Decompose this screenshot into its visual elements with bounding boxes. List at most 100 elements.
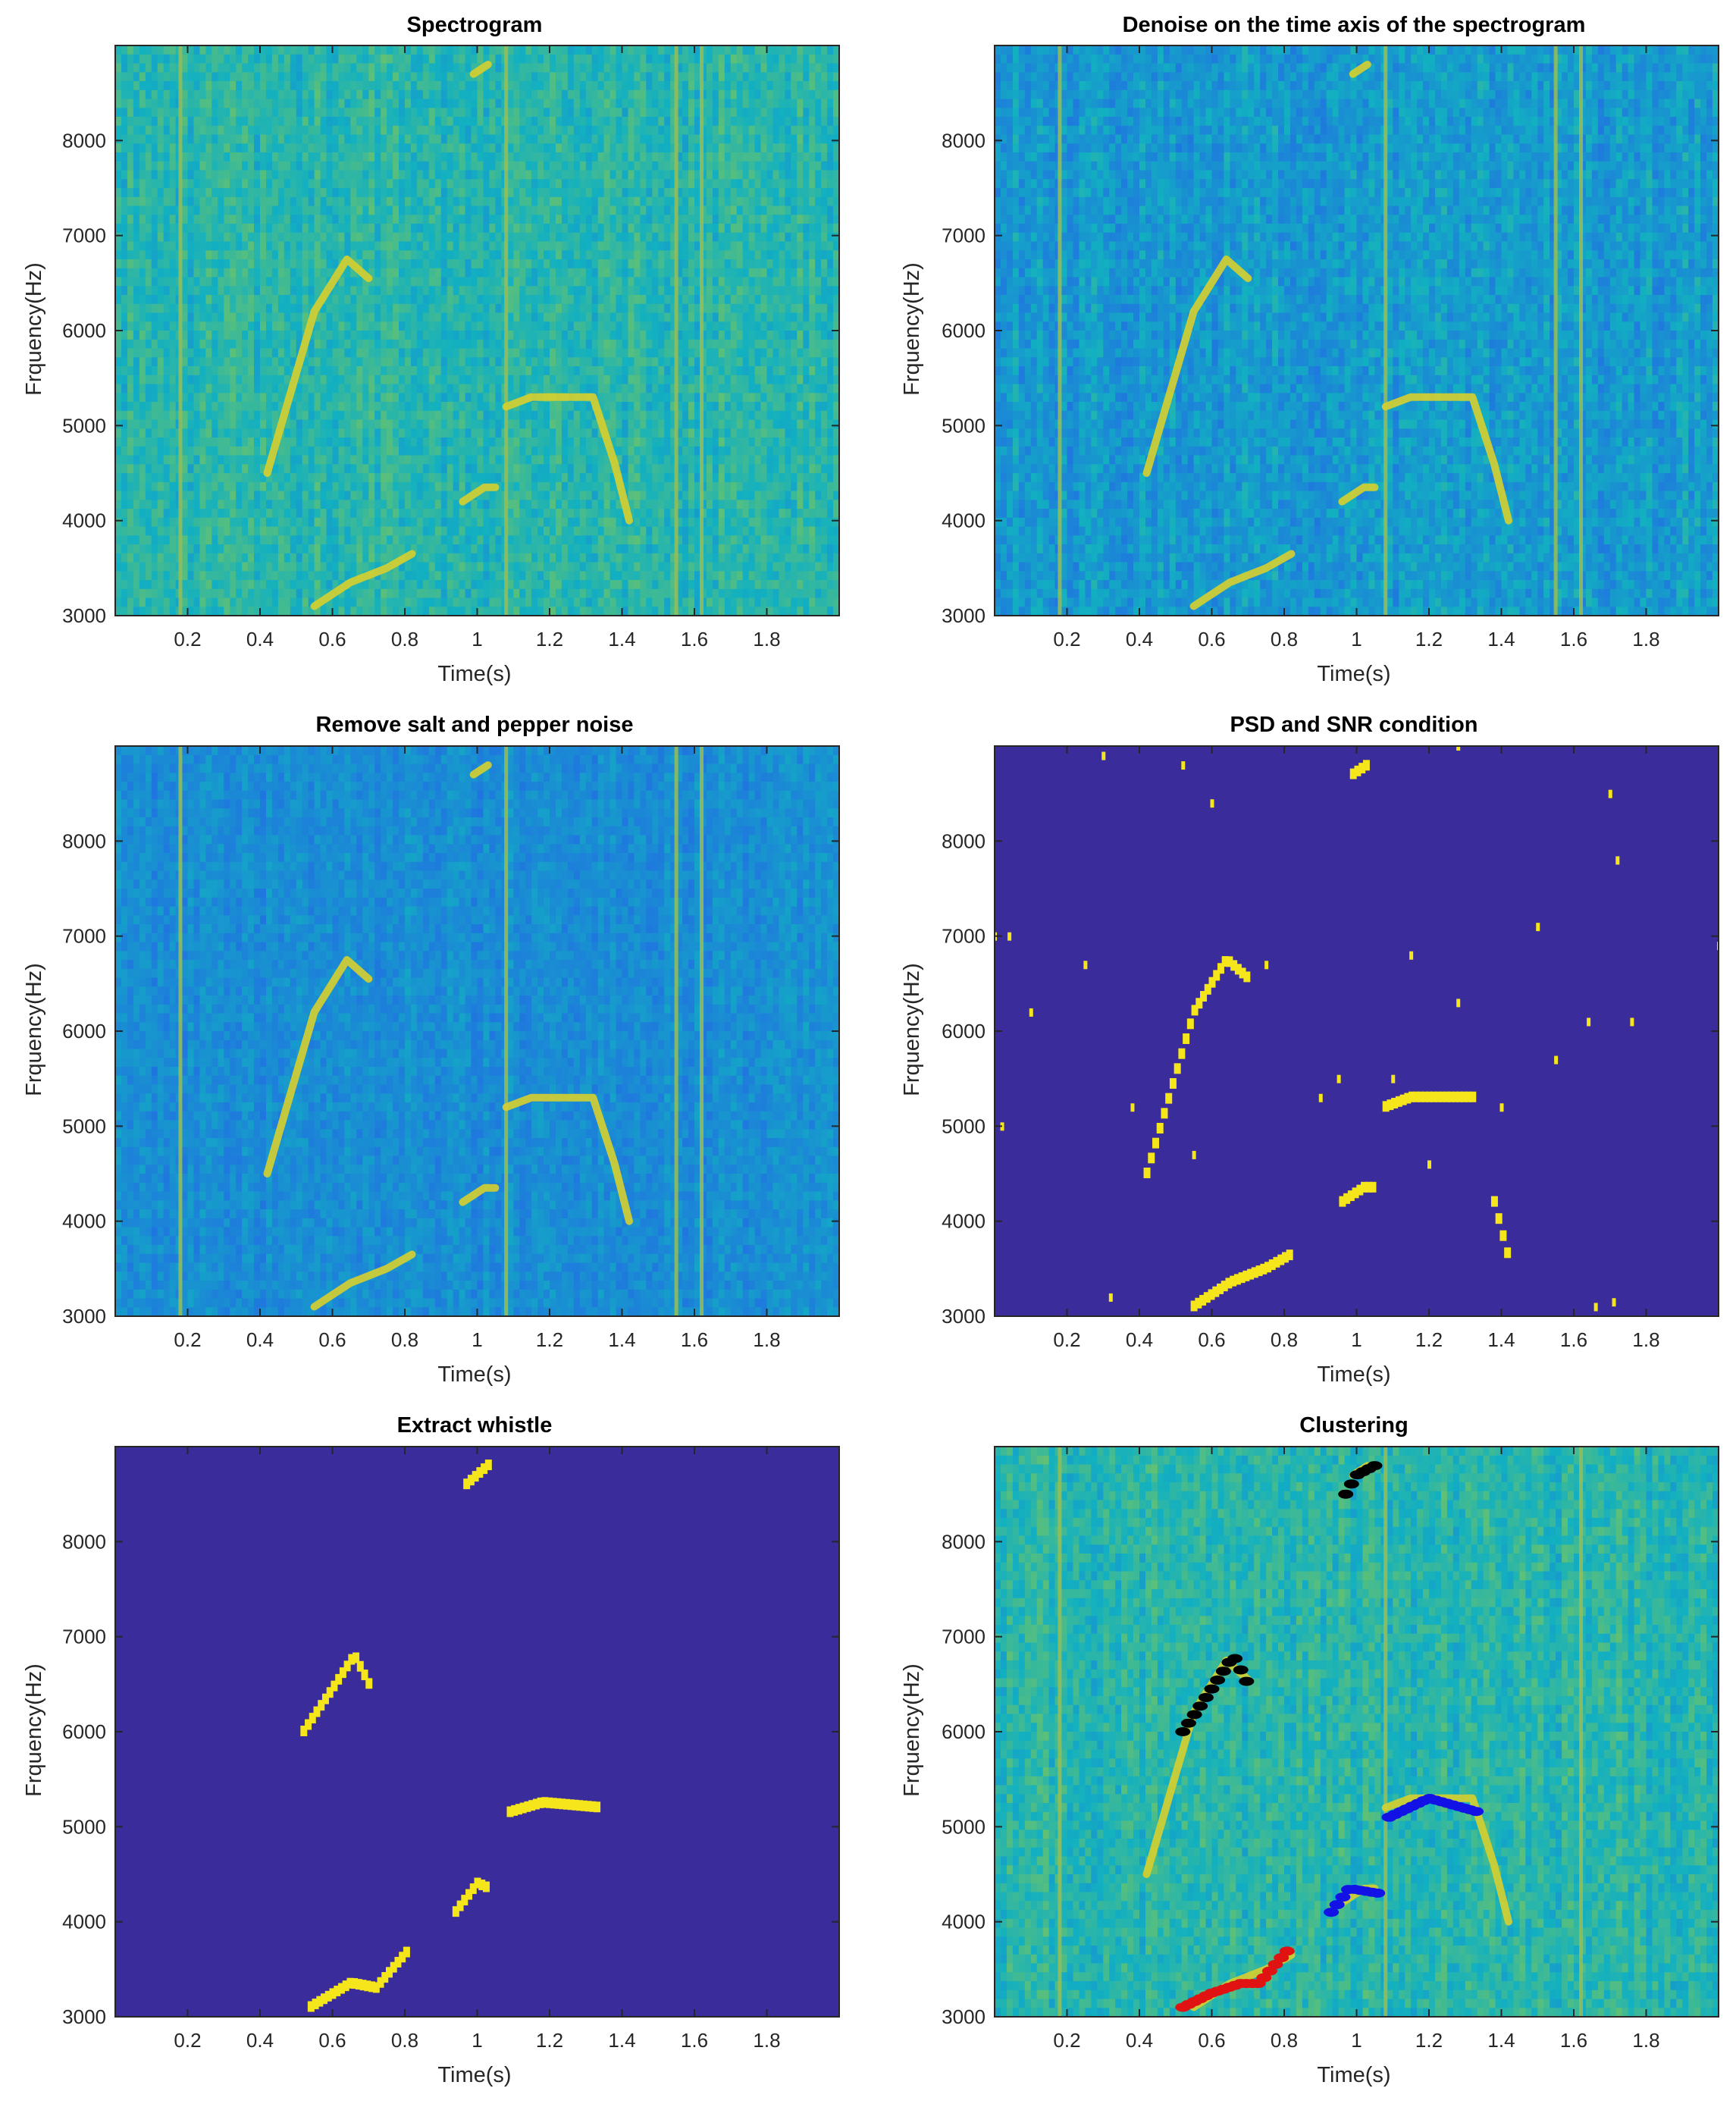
- spectrogram-cell: [133, 72, 140, 82]
- spectrogram-cell: [181, 143, 189, 153]
- spectrogram-cell: [151, 544, 158, 554]
- spectrogram-cell: [567, 286, 575, 296]
- spectrogram-cell: [332, 446, 340, 456]
- spectrogram-cell: [236, 179, 243, 189]
- spectrogram-cell: [471, 517, 478, 528]
- spectrogram-cell: [513, 331, 520, 340]
- spectrogram-cell: [350, 143, 357, 153]
- spectrogram-cell: [320, 205, 327, 215]
- spectrogram-cell: [411, 188, 418, 198]
- spectrogram-cell: [387, 428, 393, 438]
- spectrogram-cell: [368, 491, 375, 500]
- spectrogram-cell: [550, 286, 556, 296]
- spectrogram-cell: [556, 571, 562, 581]
- spectrogram-cell: [181, 544, 189, 554]
- spectrogram-cell: [271, 232, 279, 243]
- spectrogram-cell: [290, 81, 297, 91]
- spectrogram-cell: [218, 286, 224, 296]
- spectrogram-cell: [579, 384, 587, 393]
- spectrogram-cell: [145, 481, 152, 492]
- spectrogram-cell: [483, 571, 490, 581]
- spectrogram-cell: [440, 232, 448, 243]
- spectrogram-cell: [465, 54, 472, 64]
- spectrogram-cell: [362, 312, 369, 322]
- spectrogram-cell: [411, 295, 418, 305]
- spectrogram-cell: [428, 597, 436, 607]
- spectrogram-cell: [465, 580, 472, 590]
- spectrogram-cell: [266, 393, 273, 403]
- spectrogram-cell: [525, 196, 532, 207]
- spectrogram-cell: [573, 481, 581, 492]
- spectrogram-cell: [495, 607, 502, 616]
- spectrogram-cell: [230, 286, 237, 296]
- spectrogram-cell: [115, 321, 122, 331]
- spectrogram-cell: [151, 500, 158, 510]
- spectrogram-cell: [428, 446, 436, 456]
- spectrogram-cell: [374, 81, 381, 91]
- spectrogram-cell: [332, 509, 340, 519]
- spectrogram-cell: [271, 384, 279, 393]
- spectrogram-cell: [145, 419, 152, 429]
- spectrogram-cell: [459, 481, 466, 492]
- spectrogram-cell: [277, 437, 285, 447]
- spectrogram-cell: [471, 268, 478, 278]
- spectrogram-cell: [277, 259, 285, 269]
- spectrogram-cell: [193, 607, 201, 616]
- spectrogram-cell: [495, 588, 502, 599]
- spectrogram-cell: [121, 473, 128, 483]
- spectrogram-cell: [471, 455, 478, 465]
- spectrogram-cell: [199, 152, 206, 162]
- spectrogram-cell: [519, 410, 526, 421]
- spectrogram-cell: [573, 473, 581, 483]
- spectrogram-cell: [465, 553, 472, 563]
- spectrogram-cell: [537, 205, 544, 215]
- spectrogram-cell: [507, 277, 514, 287]
- spectrogram-cell: [362, 535, 369, 545]
- spectrogram-cell: [169, 348, 177, 358]
- spectrogram-cell: [405, 134, 412, 144]
- spectrogram-cell: [459, 295, 466, 305]
- spectrogram-cell: [266, 303, 273, 314]
- spectrogram-cell: [127, 437, 134, 447]
- spectrogram-cell: [290, 597, 297, 607]
- spectrogram-cell: [205, 588, 212, 599]
- spectrogram-cell: [567, 348, 575, 358]
- spectrogram-cell: [537, 303, 544, 314]
- spectrogram-cell: [332, 455, 340, 465]
- spectrogram-cell: [573, 89, 581, 100]
- spectrogram-cell: [248, 143, 255, 153]
- spectrogram-cell: [374, 45, 381, 55]
- spectrogram-cell: [573, 588, 581, 599]
- spectrogram-cell: [416, 241, 424, 251]
- spectrogram-cell: [399, 402, 406, 412]
- spectrogram-cell: [260, 402, 267, 412]
- spectrogram-cell: [483, 117, 490, 127]
- spectrogram-cell: [181, 108, 189, 118]
- spectrogram-cell: [405, 348, 412, 358]
- spectrogram-cell: [266, 89, 273, 100]
- spectrogram-cell: [157, 544, 165, 554]
- spectrogram-cell: [519, 331, 526, 340]
- spectrogram-cell: [187, 54, 195, 64]
- spectrogram-cell: [284, 562, 291, 572]
- spectrogram-cell: [573, 366, 581, 376]
- spectrogram-cell: [573, 303, 581, 314]
- spectrogram-cell: [561, 286, 569, 296]
- spectrogram-cell: [242, 268, 249, 278]
- spectrogram-cell: [356, 526, 363, 536]
- spectrogram-cell: [471, 286, 478, 296]
- spectrogram-cell: [422, 321, 430, 331]
- spectrogram-cell: [139, 473, 146, 483]
- spectrogram-cell: [121, 544, 128, 554]
- spectrogram-cell: [428, 161, 436, 171]
- spectrogram-cell: [362, 224, 369, 234]
- spectrogram-cell: [465, 331, 472, 340]
- spectrogram-cell: [495, 321, 502, 331]
- spectrogram-cell: [477, 161, 484, 171]
- spectrogram-cell: [157, 170, 165, 180]
- spectrogram-cell: [271, 562, 279, 572]
- spectrogram-cell: [277, 535, 285, 545]
- spectrogram-cell: [411, 108, 418, 118]
- spectrogram-cell: [579, 331, 587, 340]
- spectrogram-cell: [428, 81, 436, 91]
